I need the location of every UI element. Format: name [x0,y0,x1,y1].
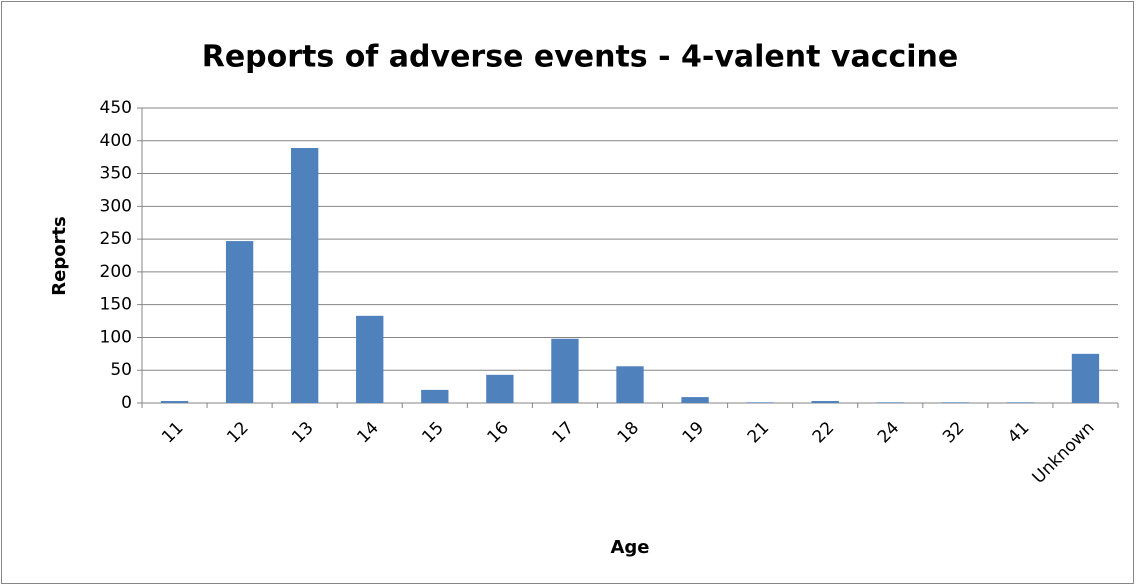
y-tick-label: 100 [100,327,132,347]
bar [1071,353,1100,403]
y-tick-label: 250 [100,229,132,249]
bar [160,401,189,403]
y-tick-label: 50 [110,360,132,380]
bar [225,241,254,403]
y-tick-label: 400 [100,131,132,151]
bar [941,402,969,403]
chart-title: Reports of adverse events - 4-valent vac… [202,40,959,75]
y-tick-label: 450 [100,98,132,118]
y-tick-label: 300 [100,196,132,216]
bar [356,315,384,403]
bar [291,147,319,403]
bar [681,397,709,403]
bar [876,402,904,403]
y-axis-label: Reports [49,216,70,296]
y-tick-label: 350 [100,164,132,184]
bar [551,338,579,403]
bar [811,401,839,403]
bar [746,402,774,403]
bar [486,374,514,403]
bar [616,366,644,403]
x-axis-label: Age [610,537,649,558]
bar [421,389,449,403]
y-tick-label: 150 [100,295,132,315]
y-tick-label: 0 [121,393,132,413]
y-tick-label: 200 [100,262,132,282]
bar [1006,402,1035,403]
